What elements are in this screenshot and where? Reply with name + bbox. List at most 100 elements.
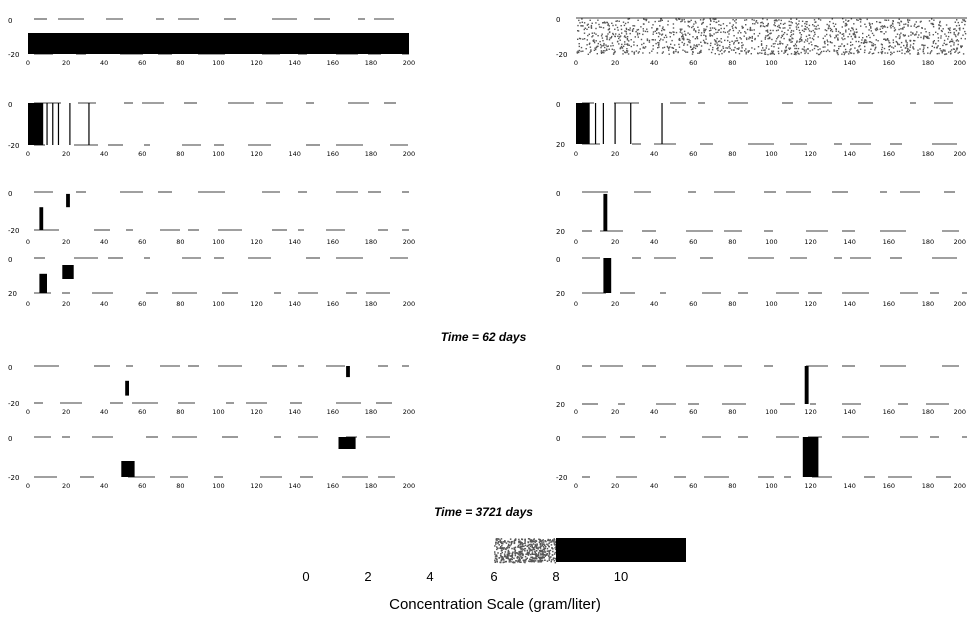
speckle-dot (745, 19, 748, 21)
speckle-dot (760, 44, 763, 46)
speckle-dot (931, 50, 933, 52)
colorbar-swatch (503, 561, 505, 563)
colorbar-swatch (552, 539, 554, 541)
speckle-dot (733, 43, 735, 45)
speckle-dot (741, 47, 743, 49)
speckle-dot (696, 44, 698, 46)
speckle-dot (850, 52, 853, 54)
speckle-dot (831, 18, 833, 20)
speckle-dot (750, 53, 752, 55)
speckle-dot (958, 24, 960, 27)
y-tick-label: -20 (556, 51, 567, 59)
speckle-dot (630, 39, 632, 41)
speckle-dot (678, 43, 680, 46)
x-tick-label: 180 (365, 408, 377, 416)
colorbar-swatch (528, 538, 531, 540)
speckle-dot (944, 53, 946, 56)
speckle-dot (770, 52, 772, 54)
speckle-dot (906, 44, 908, 46)
speckle-dot (644, 46, 647, 48)
speckle-dot (876, 21, 878, 23)
speckle-dot (671, 47, 674, 49)
speckle-dot (741, 25, 743, 28)
speckle-dot (755, 21, 757, 23)
speckle-dot (597, 35, 599, 37)
speckle-dot (829, 34, 831, 36)
speckle-dot (607, 24, 609, 26)
speckle-dot (661, 52, 664, 54)
speckle-dot (626, 50, 629, 52)
speckle-dot (783, 32, 786, 34)
speckle-dot (722, 31, 725, 33)
speckle-dot (819, 19, 822, 21)
speckle-dot (957, 52, 959, 54)
y-tick-label: 0 (8, 256, 12, 264)
speckle-dot (753, 33, 755, 35)
speckle-dot (583, 22, 586, 24)
speckle-dot (870, 27, 872, 29)
speckle-dot (617, 29, 619, 31)
x-tick-label: 0 (26, 150, 30, 158)
speckle-dot (628, 44, 630, 46)
speckle-dot (870, 26, 872, 28)
y-tick-label: 0 (8, 17, 12, 25)
x-tick-label: 160 (883, 482, 895, 490)
x-tick-label: 120 (804, 238, 816, 246)
speckle-dot (673, 50, 675, 53)
speckle-dot (746, 28, 749, 31)
speckle-dot (787, 53, 789, 56)
speckle-dot (624, 30, 626, 32)
colorbar-swatch (535, 556, 537, 558)
speckle-dot (755, 20, 758, 22)
colorbar-swatch (520, 542, 522, 545)
speckle-dot (832, 22, 834, 25)
speckle-dot (602, 27, 605, 29)
speckle-dot (741, 50, 743, 52)
colorbar-swatch (537, 554, 540, 557)
speckle-dot (757, 22, 759, 24)
speckle-dot (935, 42, 937, 45)
speckle-dot (839, 45, 842, 47)
speckle-dot (751, 18, 753, 21)
speckle-dot (923, 35, 925, 37)
speckle-dot (773, 53, 775, 55)
speckle-dot (817, 36, 819, 38)
colorbar-swatch (548, 559, 551, 561)
speckle-dot (681, 38, 684, 40)
speckle-dot (675, 49, 677, 51)
speckle-dot (923, 52, 925, 55)
speckle-dot (603, 22, 605, 24)
speckle-dot (792, 37, 794, 40)
speckle-dot (907, 20, 909, 22)
y-tick-label: 0 (8, 435, 12, 443)
x-tick-label: 20 (611, 408, 619, 416)
speckle-dot (604, 22, 606, 24)
speckle-dot (625, 36, 627, 39)
speckle-dot (960, 45, 962, 47)
speckle-dot (741, 42, 743, 44)
speckle-dot (663, 29, 666, 31)
speckle-dot (862, 37, 864, 39)
colorbar-swatch (545, 553, 547, 556)
colorbar-swatch (537, 561, 539, 563)
speckle-dot (782, 33, 785, 36)
speckle-dot (886, 52, 889, 54)
colorbar-swatch (519, 553, 521, 555)
speckle-dot (812, 29, 814, 32)
speckle-dot (914, 40, 916, 42)
speckle-dot (606, 37, 608, 39)
speckle-dot (601, 37, 604, 39)
colorbar-swatch (538, 541, 541, 543)
colorbar-swatch (543, 543, 545, 545)
plume-block (62, 265, 74, 279)
speckle-dot (587, 23, 589, 25)
colorbar-swatch (554, 561, 557, 564)
speckle-dot (621, 47, 624, 49)
speckle-dot (923, 45, 925, 47)
speckle-dot (944, 50, 946, 52)
colorbar-swatch (511, 558, 513, 561)
speckle-dot (772, 52, 774, 54)
colorbar-swatch (538, 538, 540, 540)
speckle-dot (824, 46, 826, 48)
colorbar-swatch (539, 546, 542, 548)
